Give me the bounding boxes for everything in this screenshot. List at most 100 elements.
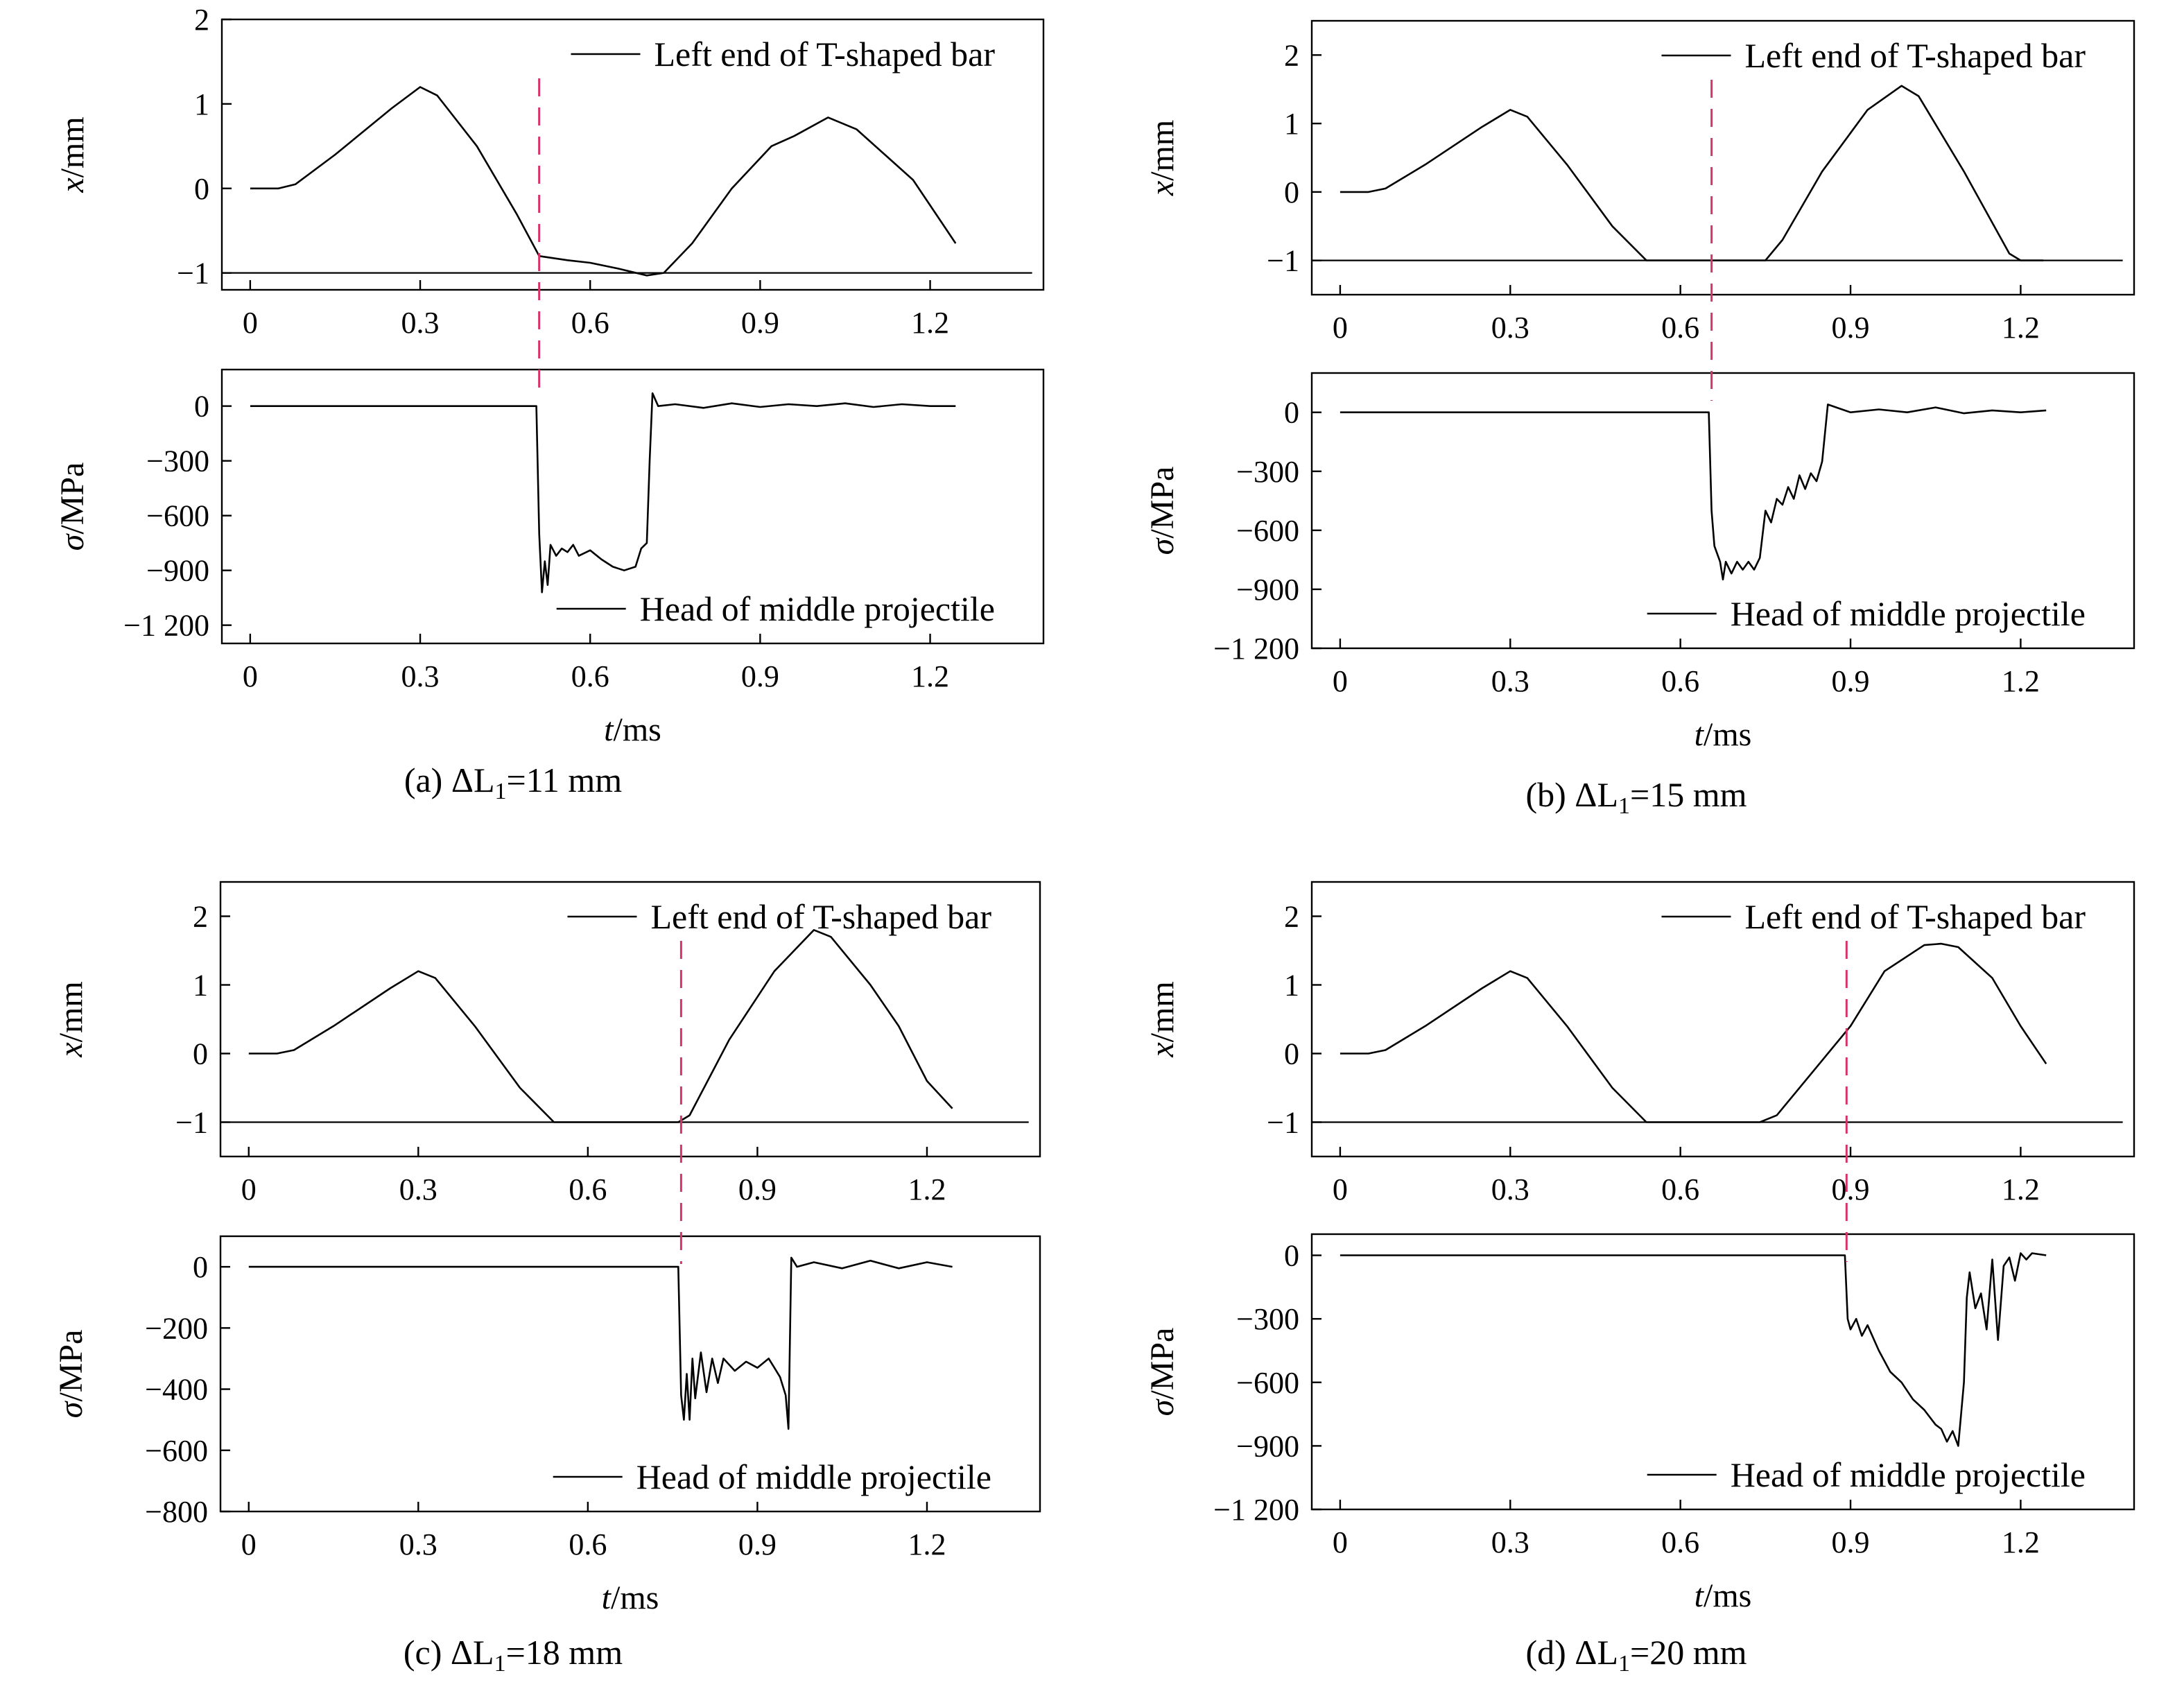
y-tick-label: −1 200 [1213, 632, 1299, 666]
legend-label: Left end of T-shaped bar [650, 897, 991, 936]
bottom-plot-frame [1310, 1233, 2135, 1511]
top-series-line [248, 929, 953, 1123]
x-tick-label: 0 [1333, 1172, 1348, 1206]
x-tick-label: 0 [243, 659, 258, 693]
subfigure-caption: (a) ΔL1=11 mm [404, 761, 622, 804]
x-axis-unit: /ms [1704, 716, 1751, 753]
y-axis-unit: /MPa [53, 1330, 89, 1402]
x-tick-label: 0.9 [741, 659, 779, 693]
x-tick-label: 0.3 [1491, 664, 1529, 698]
x-tick-label: 0.3 [1491, 1172, 1529, 1206]
x-tick-label: 0.9 [738, 1172, 777, 1206]
y-tick-label: −1 [175, 1106, 208, 1140]
x-tick-label: 0.6 [1661, 1172, 1699, 1206]
x-tick-label: 1.2 [2002, 1172, 2040, 1206]
subfigure-caption: (b) ΔL1=15 mm [1526, 775, 1747, 819]
top-plot-frame [219, 881, 1041, 1158]
y-axis-unit: /mm [1144, 981, 1181, 1042]
x-tick-label: 0.3 [401, 659, 440, 693]
caption-subscript: 1 [1618, 793, 1630, 819]
y-tick-label: 0 [193, 1250, 208, 1284]
x-tick-label: 1.2 [2002, 311, 2040, 345]
y-tick-label: 1 [1284, 107, 1299, 141]
y-tick-label: −300 [146, 444, 209, 478]
bottom-series-line [248, 1256, 953, 1430]
y-axis-label: x/mm [1144, 981, 1181, 1057]
bottom-series-line [250, 392, 956, 594]
y-tick-label: 1 [1284, 969, 1299, 1003]
legend-label: Head of middle projectile [636, 1457, 991, 1496]
y-axis-unit: /MPa [54, 462, 91, 535]
y-tick-label: −900 [1236, 573, 1299, 607]
y-axis-unit: /mm [53, 981, 89, 1042]
y-tick-label: 2 [193, 900, 208, 934]
x-tick-label: 0.3 [1491, 311, 1529, 345]
y-axis-variable: σ [53, 1400, 89, 1418]
x-axis-unit: /ms [1704, 1577, 1751, 1614]
x-tick-label: 0.6 [1661, 664, 1699, 698]
subfigure-d: 0 0.3 0.6 0.9 1.2 −1 0 1 2 x/mm Left end of T-shap… [1144, 881, 2135, 1677]
y-tick-label: −1 200 [123, 609, 209, 643]
legend-label: Head of middle projectile [1731, 1455, 2086, 1494]
y-axis-unit: /MPa [1144, 1328, 1181, 1400]
bottom-series-line [1340, 1252, 2047, 1447]
x-tick-label: 0.9 [738, 1527, 777, 1561]
subfigure-caption: (d) ΔL1=20 mm [1526, 1633, 1747, 1677]
y-tick-label: −800 [145, 1495, 208, 1529]
y-axis-label: σ/MPa [1144, 1328, 1181, 1417]
subfigure-c: 0 0.3 0.6 0.9 1.2 −1 0 1 2 x/mm Left end of T-shap… [53, 881, 1041, 1677]
caption-subscript: 1 [494, 1651, 506, 1677]
caption-subscript: 1 [495, 779, 507, 804]
y-axis-unit: /mm [54, 116, 91, 177]
x-tick-label: 0.6 [571, 306, 609, 340]
y-tick-label: 0 [1284, 1037, 1299, 1071]
x-tick-label: 1.2 [2002, 664, 2040, 698]
caption-suffix: =18 mm [506, 1633, 623, 1672]
x-axis-label: t/ms [602, 1579, 659, 1616]
x-tick-label: 1.2 [911, 659, 949, 693]
y-tick-label: −1 [1267, 1106, 1299, 1140]
x-tick-label: 0.9 [1832, 311, 1870, 345]
x-tick-label: 0.6 [1661, 1525, 1699, 1559]
x-tick-label: 0.9 [1832, 1172, 1870, 1206]
x-axis-variable: t [1695, 716, 1705, 753]
bottom-series-line [1340, 404, 2047, 581]
x-tick-label: 0 [241, 1527, 257, 1561]
caption-subscript: 1 [1618, 1651, 1630, 1677]
y-tick-label: −400 [145, 1373, 208, 1407]
y-tick-label: −900 [1236, 1429, 1299, 1463]
y-tick-label: 1 [193, 969, 208, 1003]
x-tick-label: 0.9 [741, 306, 779, 340]
y-axis-label: σ/MPa [53, 1330, 89, 1419]
x-tick-label: 0.3 [399, 1527, 437, 1561]
y-tick-label: 0 [194, 172, 209, 206]
x-tick-label: 0.6 [1661, 311, 1699, 345]
caption-suffix: =11 mm [507, 761, 623, 799]
top-plot-frame [220, 18, 1045, 291]
x-axis-variable: t [602, 1579, 612, 1616]
x-axis-label: t/ms [604, 711, 661, 748]
y-axis-label: σ/MPa [54, 462, 91, 551]
bottom-plot-frame [220, 368, 1045, 645]
y-tick-label: 0 [1284, 396, 1299, 430]
x-axis-label: t/ms [1695, 1577, 1752, 1614]
x-axis-unit: /ms [611, 1579, 659, 1616]
top-series-line [250, 86, 957, 277]
caption-prefix: (a) ΔL [404, 761, 495, 799]
x-tick-label: 0 [1333, 311, 1348, 345]
y-tick-label: −600 [1236, 514, 1299, 548]
caption-prefix: (d) ΔL [1526, 1633, 1619, 1672]
legend-label: Head of middle projectile [1731, 594, 2086, 633]
x-tick-label: 1.2 [2002, 1525, 2040, 1559]
y-tick-label: 1 [194, 87, 209, 121]
x-tick-label: 0.3 [401, 306, 440, 340]
bottom-plot-frame [1310, 372, 2135, 650]
top-plot-frame [1310, 19, 2135, 296]
y-tick-label: 0 [1284, 1239, 1299, 1273]
x-tick-label: 0.6 [569, 1172, 607, 1206]
top-series-line [1340, 85, 2044, 261]
x-tick-label: 0.9 [1832, 664, 1870, 698]
x-tick-label: 0.6 [571, 659, 609, 693]
y-axis-variable: x [54, 177, 91, 193]
